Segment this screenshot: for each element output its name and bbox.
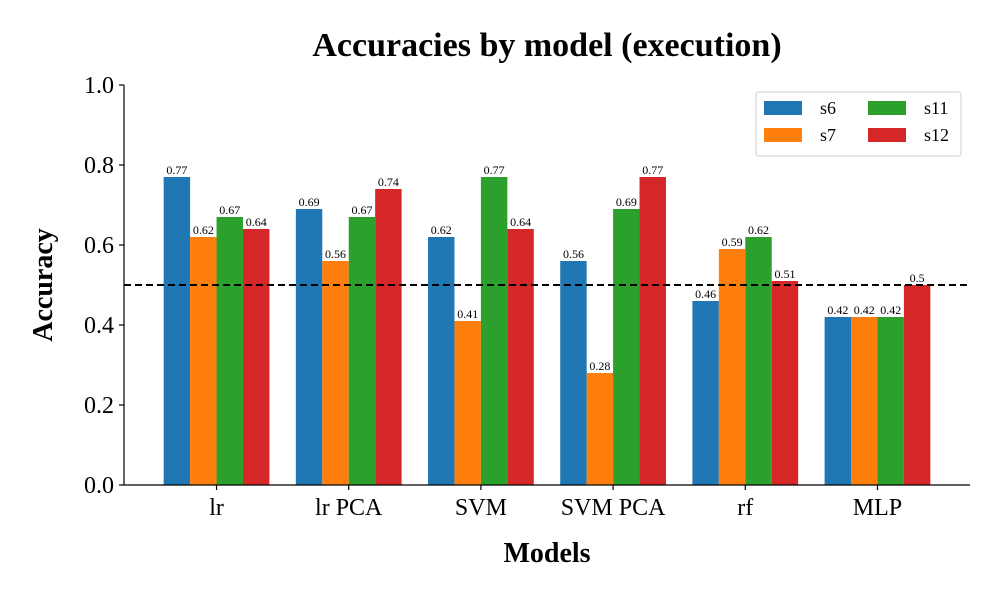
bar-s12-1 xyxy=(375,189,402,485)
bar-s11-1 xyxy=(348,217,376,485)
data-label-s11-4: 0.62 xyxy=(748,223,769,237)
data-label-s7-4: 0.59 xyxy=(722,235,743,249)
x-tick-label: rf xyxy=(737,495,753,521)
data-label-s6-3: 0.56 xyxy=(563,247,584,261)
x-tick-label: lr PCA xyxy=(315,495,383,521)
bar-s7-4 xyxy=(718,249,746,485)
bar-s6-3 xyxy=(560,261,587,485)
data-label-s7-3: 0.28 xyxy=(589,359,610,373)
chart-title: Accuracies by model (execution) xyxy=(312,27,781,64)
data-label-s12-0: 0.64 xyxy=(246,215,267,229)
bar-s12-3 xyxy=(639,177,666,485)
legend-swatch-s12 xyxy=(868,128,906,142)
x-axis-label: Models xyxy=(503,538,590,569)
bars-layer xyxy=(163,177,931,485)
y-tick-label: 0.2 xyxy=(84,393,114,419)
x-tick-label: SVM xyxy=(455,495,507,521)
data-label-s6-1: 0.69 xyxy=(299,195,320,209)
data-labels-layer: 0.77 0.62 0.67 0.64 0.69 0.56 0.67 0.74 0.62 0.41… xyxy=(166,163,924,373)
x-tick-label: SVM PCA xyxy=(561,495,666,521)
y-tick-label: 0.8 xyxy=(84,153,114,179)
data-label-s12-4: 0.51 xyxy=(774,267,795,281)
legend-label-s11: s11 xyxy=(924,98,948,118)
data-label-s11-2: 0.77 xyxy=(484,163,505,177)
bar-s12-4 xyxy=(771,281,799,485)
data-label-s12-5: 0.5 xyxy=(910,271,925,285)
data-label-s12-1: 0.74 xyxy=(378,175,399,189)
bar-s11-2 xyxy=(480,177,508,485)
legend-label-s12: s12 xyxy=(924,125,949,145)
data-label-s12-2: 0.64 xyxy=(510,215,531,229)
y-tick-label: 0.4 xyxy=(84,313,114,339)
data-label-s7-0: 0.62 xyxy=(193,223,214,237)
x-tick-label: lr xyxy=(209,495,224,521)
bar-s12-0 xyxy=(242,229,270,485)
data-label-s7-2: 0.41 xyxy=(457,307,478,321)
bar-s7-0 xyxy=(190,237,217,485)
bar-s11-0 xyxy=(216,217,243,485)
data-label-s11-3: 0.69 xyxy=(616,195,637,209)
y-tick-label: 0.0 xyxy=(84,473,114,499)
y-axis-label: Accuracy xyxy=(28,228,59,342)
bar-s7-1 xyxy=(322,261,349,485)
bar-s7-5 xyxy=(851,317,878,485)
legend-label-s6: s6 xyxy=(820,98,836,118)
bar-s11-5 xyxy=(877,317,904,485)
bar-s6-4 xyxy=(692,301,719,485)
bar-s6-5 xyxy=(824,317,852,485)
bar-s12-2 xyxy=(507,229,534,485)
data-label-s6-0: 0.77 xyxy=(166,163,187,177)
bar-s7-3 xyxy=(586,373,614,485)
data-label-s11-5: 0.42 xyxy=(880,303,901,317)
data-label-s6-5: 0.42 xyxy=(827,303,848,317)
data-label-s7-5: 0.42 xyxy=(854,303,875,317)
data-label-s11-1: 0.67 xyxy=(351,203,372,217)
data-label-s7-1: 0.56 xyxy=(325,247,346,261)
legend-label-s7: s7 xyxy=(820,125,836,145)
bar-s6-0 xyxy=(163,177,191,485)
legend-swatch-s11 xyxy=(868,101,906,115)
bar-s6-1 xyxy=(295,209,323,485)
legend-swatch-s7 xyxy=(764,128,802,142)
data-label-s11-0: 0.67 xyxy=(219,203,240,217)
legend-box xyxy=(755,91,962,157)
axes-layer: lr lr PCA SVM SVM PCA rf MLP 0.0 0.2 0.4 0.6 0.8 1.… xyxy=(84,73,970,521)
bar-s11-4 xyxy=(745,237,772,485)
y-tick-label: 0.6 xyxy=(84,233,114,259)
legend: s6 s7 s11 s12 xyxy=(755,91,962,157)
bar-s6-2 xyxy=(428,237,455,485)
bar-s7-2 xyxy=(454,321,481,485)
data-label-s6-4: 0.46 xyxy=(695,287,716,301)
legend-swatch-s6 xyxy=(764,101,802,115)
x-tick-label: MLP xyxy=(853,495,902,521)
bar-s12-5 xyxy=(903,285,931,485)
y-tick-label: 1.0 xyxy=(84,73,114,99)
data-label-s12-3: 0.77 xyxy=(642,163,663,177)
bar-s11-3 xyxy=(613,209,640,485)
data-label-s6-2: 0.62 xyxy=(431,223,452,237)
